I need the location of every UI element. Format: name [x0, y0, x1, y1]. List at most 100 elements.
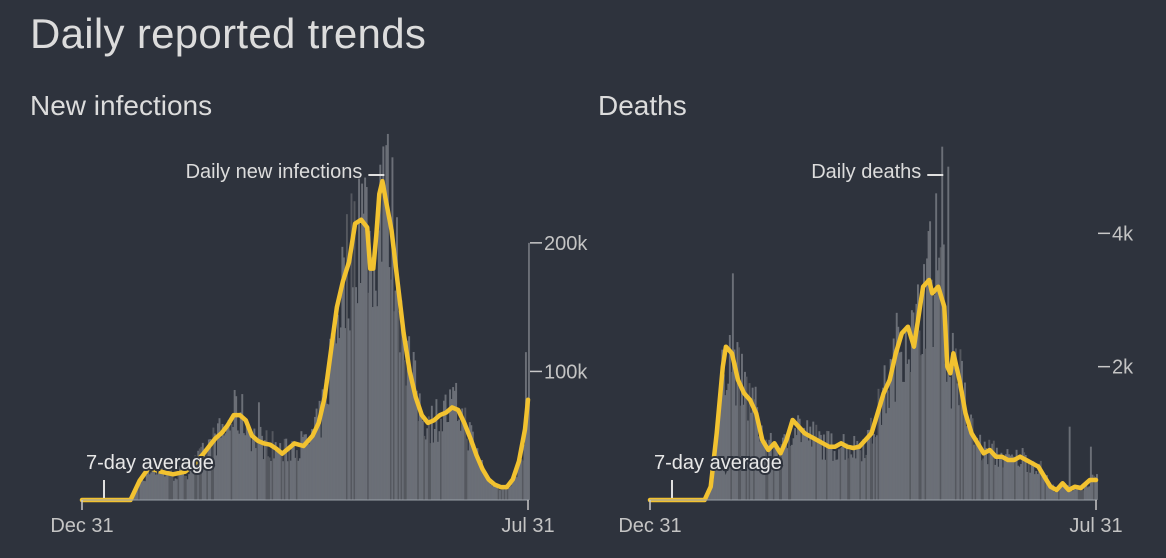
bar: [894, 401, 897, 500]
bar: [452, 387, 455, 500]
bar: [171, 475, 174, 500]
bar: [177, 471, 180, 500]
bar: [440, 418, 442, 500]
bar: [886, 390, 889, 500]
bar: [841, 446, 844, 500]
bar: [467, 450, 470, 500]
bar: [210, 459, 213, 500]
chart-title-deaths: Deaths: [598, 90, 687, 121]
bar: [959, 349, 962, 500]
bar: [986, 464, 989, 500]
bar: [511, 480, 514, 500]
bar: [391, 157, 394, 500]
bar: [1056, 490, 1059, 500]
bar: [707, 494, 710, 500]
bar: [913, 331, 916, 500]
bar: [832, 460, 834, 500]
bar: [518, 459, 521, 500]
average-line: [79, 178, 531, 503]
bar: [238, 433, 241, 500]
bar: [476, 448, 479, 500]
bar: [785, 437, 787, 500]
bar: [417, 421, 420, 500]
bar: [1009, 455, 1012, 500]
bar: [487, 475, 489, 500]
bar: [309, 439, 312, 500]
bar: [397, 310, 400, 500]
bar: [405, 385, 408, 500]
bar: [1071, 491, 1074, 500]
bar: [358, 178, 361, 500]
bar: [994, 464, 997, 500]
bar: [380, 261, 383, 500]
bar: [757, 436, 760, 500]
bar: [854, 458, 857, 500]
bar: [1082, 490, 1085, 500]
bar: [508, 487, 511, 500]
bar: [150, 472, 153, 500]
bar: [856, 440, 859, 500]
bar: [1080, 488, 1083, 500]
bar: [916, 284, 919, 500]
bar: [713, 461, 716, 500]
bar: [396, 217, 398, 500]
bar: [815, 424, 818, 500]
bar: [298, 458, 301, 500]
bar: [1061, 482, 1064, 500]
bar: [377, 230, 380, 501]
bar: [1059, 482, 1062, 500]
bar: [415, 390, 418, 500]
bar: [957, 405, 960, 500]
bar: [731, 273, 734, 500]
bar: [869, 417, 872, 500]
bar: [433, 428, 436, 500]
average-annotation: 7-day average: [86, 452, 214, 474]
bar: [185, 475, 188, 500]
bar: [980, 460, 983, 500]
bar: [444, 394, 447, 500]
bar: [812, 421, 815, 500]
bar: [716, 436, 719, 500]
bar: [915, 303, 918, 500]
bar: [330, 333, 333, 500]
bar: [801, 428, 804, 500]
bar: [154, 474, 157, 500]
bar: [315, 408, 318, 500]
bar: [157, 468, 160, 500]
bar: [371, 307, 374, 500]
bar: [165, 475, 168, 500]
bar: [1026, 471, 1029, 500]
bar: [725, 390, 728, 500]
bar: [274, 442, 277, 500]
bar: [859, 450, 862, 500]
bar: [512, 475, 515, 500]
bar: [182, 465, 185, 500]
bar: [173, 480, 175, 500]
bar: [523, 444, 526, 500]
bar: [323, 389, 326, 500]
bar: [374, 290, 377, 500]
bar: [819, 434, 822, 500]
bar: [1036, 474, 1039, 500]
series-annotation: Daily new infections: [186, 161, 363, 183]
bar: [865, 454, 868, 500]
bar: [484, 470, 486, 500]
chart-title-infections: New infections: [30, 90, 213, 121]
bar: [1000, 452, 1003, 500]
bar: [168, 467, 171, 500]
bar: [502, 486, 505, 500]
bar: [301, 436, 304, 500]
bar: [195, 462, 198, 500]
bar: [1018, 466, 1021, 500]
deaths-chart: Dec 31 Jul 31 2k 4k Daily deaths 7-day averag…: [618, 146, 1134, 537]
bar: [968, 427, 971, 500]
bar: [292, 445, 295, 500]
bar: [772, 444, 775, 500]
bar: [283, 438, 286, 500]
bar: [825, 430, 828, 500]
bar: [965, 426, 968, 500]
bar: [988, 439, 991, 500]
bar: [248, 433, 251, 500]
bar: [251, 434, 254, 500]
bar: [142, 480, 145, 500]
